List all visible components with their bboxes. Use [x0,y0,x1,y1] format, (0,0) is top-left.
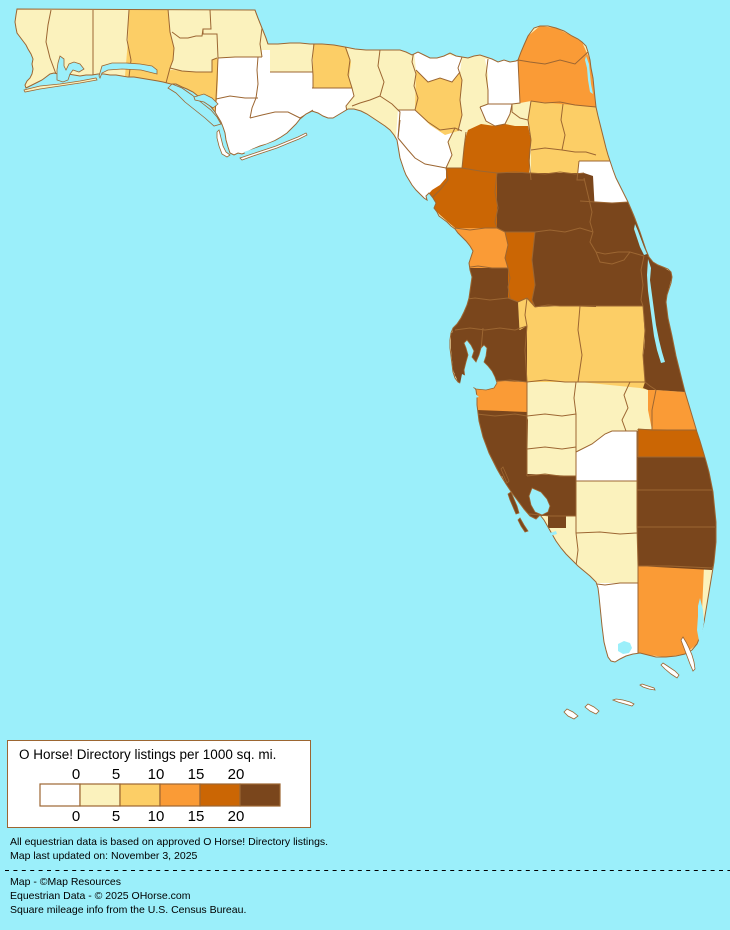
svg-text:20: 20 [228,808,245,825]
svg-text:15: 15 [188,808,205,825]
svg-text:Map last updated on: November: Map last updated on: November 3, 2025 [10,850,198,862]
svg-text:15: 15 [188,766,205,783]
svg-text:10: 10 [148,766,165,783]
svg-text:20: 20 [228,766,245,783]
svg-text:Square mileage info from the U: Square mileage info from the U.S. Census… [10,904,246,916]
svg-text:0: 0 [72,808,80,825]
svg-text:Map - ©Map Resources: Map - ©Map Resources [10,876,121,888]
svg-text:All equestrian data is based o: All equestrian data is based on approved… [10,836,328,848]
svg-text:O Horse! Directory listings pe: O Horse! Directory listings per 1000 sq.… [19,747,276,762]
svg-text:Equestrian Data - © 2025 OHors: Equestrian Data - © 2025 OHorse.com [10,890,191,902]
svg-text:0: 0 [72,766,80,783]
svg-text:5: 5 [112,808,120,825]
svg-text:10: 10 [148,808,165,825]
svg-text:5: 5 [112,766,120,783]
